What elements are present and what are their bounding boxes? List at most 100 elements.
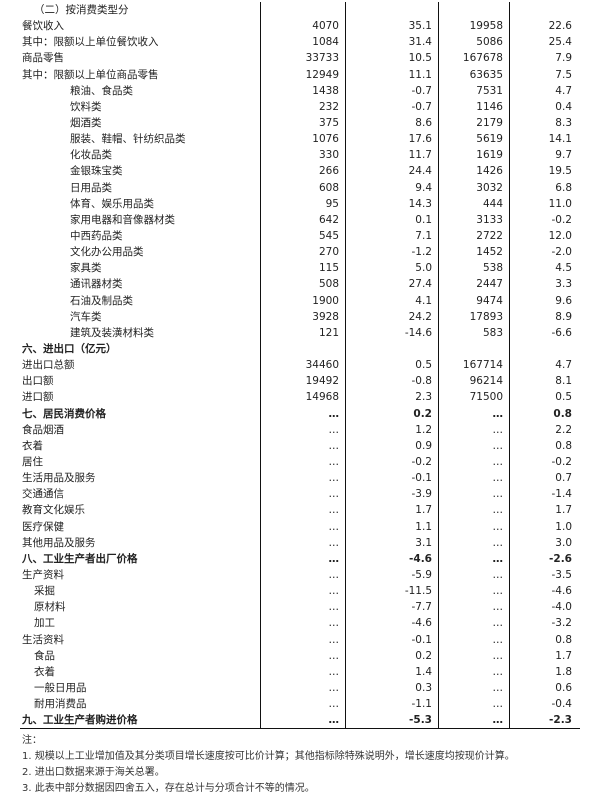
cumulative-value-cell: 3133 [438, 211, 510, 228]
row-label: 医疗保健 [20, 518, 261, 535]
current-value-cell: … [260, 405, 346, 422]
current-growth-cell: 8.6 [345, 114, 439, 132]
cumulative-growth-cell: -0.2 [551, 213, 573, 226]
cumulative-growth-cell: 0.8 [553, 407, 572, 420]
table-row: 交通通信… -3.9… -1.4 [20, 486, 580, 503]
current-growth-cell [345, 2, 439, 19]
row-label: 石油及制品类 [20, 292, 261, 309]
current-growth-cell: 11.7 [345, 147, 439, 164]
current-value-cell: … [260, 615, 346, 632]
current-growth-cell: -14.6 [345, 324, 439, 341]
cumulative-growth-cell: 4.5 [555, 262, 572, 275]
current-value-cell: 34460 [260, 357, 346, 374]
current-value-cell: 121 [260, 324, 346, 341]
table-row: 六、进出口（亿元） [20, 340, 581, 358]
current-growth-cell: -5.3 [345, 712, 439, 730]
current-growth-cell: 1.2 [345, 421, 439, 438]
table-row: 中西药品类 545 7.1 2722 12.0 [20, 227, 580, 245]
table-row: 其中：限额以上单位餐饮收入 1084 31.4 5086 25.4 [20, 34, 580, 51]
cumulative-growth-cell: -4.6 [551, 585, 573, 598]
current-growth-cell: 24.2 [345, 308, 439, 325]
cumulative-growth-cell: 1.7 [555, 649, 572, 662]
current-growth-cell: -1.1 [345, 696, 439, 713]
cumulative-value-cell: 19958 [438, 18, 510, 35]
cumulative-value-cell: … [438, 405, 510, 422]
row-label: 生活用品及服务 [20, 470, 261, 487]
row-label: 六、进出口（亿元） [20, 340, 261, 358]
row-label: 建筑及装潢材料类 [20, 324, 261, 341]
current-growth-cell: -1.2 [345, 244, 439, 261]
row-label: 烟酒类 [20, 114, 261, 132]
cumulative-value-cell: … [438, 421, 510, 438]
table-row: （二）按消费类型分 [20, 2, 580, 19]
current-growth-cell: 2.3 [345, 389, 439, 406]
row-label: 汽车类 [20, 308, 261, 325]
current-value-cell: … [260, 502, 346, 519]
cumulative-value-cell: 96214 [438, 373, 510, 390]
current-growth-cell: 5.0 [345, 260, 439, 277]
current-growth-cell: 0.5 [345, 357, 439, 374]
table-row: 建筑及装潢材料类 121 -14.6 583 -6.6 [20, 324, 580, 341]
current-value-cell: … [260, 534, 346, 551]
current-value-cell: 642 [260, 211, 346, 228]
current-value-cell: 545 [260, 227, 346, 245]
row-label: 粮油、食品类 [20, 82, 261, 99]
cumulative-value-cell: 2722 [438, 227, 510, 245]
current-value-cell: … [260, 647, 346, 664]
cumulative-growth-cell: 0.8 [555, 439, 572, 452]
notes: 注： 1. 规模以上工业增加值及其分类项目增长速度按可比价计算；其他指标除特殊说… [22, 733, 515, 797]
cumulative-value-cell: … [438, 663, 510, 680]
row-label: 生活资料 [20, 631, 261, 648]
cumulative-growth-cell: 1.0 [555, 520, 572, 533]
table-row: 汽车类 3928 24.2 17893 8.9 [20, 308, 580, 325]
current-value-cell: … [260, 486, 346, 503]
current-value-cell: 33733 [260, 50, 346, 67]
table-row: 生活用品及服务… -0.1… 0.7 [20, 470, 580, 487]
table-row: 家用电器和音像器材类 642 0.1 3133 -0.2 [20, 211, 580, 228]
row-label: （二）按消费类型分 [20, 2, 261, 19]
table-row: 食品烟酒… 1.2… 2.2 [20, 421, 580, 438]
note-3: 3. 此表中部分数据因四舍五入，存在总计与分项合计不等的情况。 [22, 783, 315, 794]
row-label: 通讯器材类 [20, 276, 261, 293]
cumulative-growth-cell: 11.0 [548, 197, 572, 210]
table-row: 居住… -0.2… -0.2 [20, 453, 580, 471]
current-growth-cell: 27.4 [345, 276, 439, 293]
table-row: 饮料类 232 -0.7 1146 0.4 [20, 98, 580, 115]
cumulative-growth-cell: 9.7 [555, 149, 572, 162]
current-growth-cell: -0.7 [345, 82, 439, 99]
current-growth-cell: 1.7 [345, 502, 439, 519]
cumulative-value-cell: 167714 [438, 357, 510, 374]
current-growth-cell: 0.2 [345, 647, 439, 664]
current-value-cell: 14968 [260, 389, 346, 406]
table-row: 原材料… -7.7… -4.0 [20, 599, 580, 616]
row-label: 家具类 [20, 260, 261, 277]
table-row: 进口额 14968 2.3 71500 0.5 [20, 389, 580, 406]
current-growth-cell: -0.1 [345, 631, 439, 648]
cumulative-value-cell: 63635 [438, 66, 510, 83]
cumulative-value-cell [438, 2, 510, 19]
cumulative-growth-cell: 6.8 [555, 181, 572, 194]
cumulative-growth-cell [510, 341, 581, 357]
current-value-cell: 95 [260, 195, 346, 212]
row-label: 进出口总额 [20, 357, 261, 374]
current-growth-cell: 0.9 [345, 437, 439, 454]
cumulative-value-cell: 2447 [438, 276, 510, 293]
current-value-cell: 3928 [260, 308, 346, 325]
current-value-cell: … [260, 470, 346, 487]
cumulative-growth-cell: -0.4 [551, 698, 573, 711]
cumulative-value-cell: … [438, 696, 510, 713]
cumulative-growth-cell: 9.6 [555, 294, 572, 307]
cumulative-value-cell: … [438, 679, 510, 697]
current-value-cell: 1076 [260, 131, 346, 148]
current-growth-cell: -0.2 [345, 453, 439, 471]
row-label: 金银珠宝类 [20, 163, 261, 180]
cumulative-value-cell: 9474 [438, 292, 510, 309]
note-1: 1. 规模以上工业增加值及其分类项目增长速度按可比价计算；其他指标除特殊说明外，… [22, 751, 515, 762]
row-label: 出口额 [20, 373, 261, 390]
current-growth-cell: -4.6 [345, 550, 439, 567]
table-row: 生产资料… -5.9… -3.5 [20, 566, 580, 584]
row-label: 其中：限额以上单位商品零售 [20, 66, 261, 83]
row-label: 化妆品类 [20, 147, 261, 164]
cumulative-growth-cell: -4.0 [551, 601, 573, 614]
table-row: 教育文化娱乐… 1.7… 1.7 [20, 502, 580, 519]
